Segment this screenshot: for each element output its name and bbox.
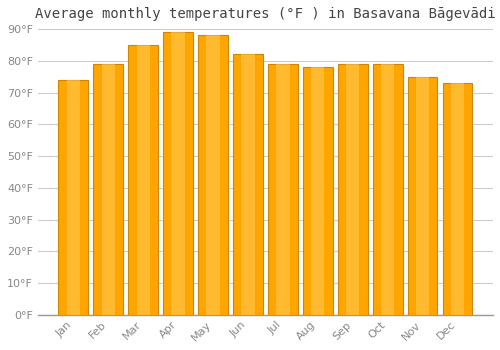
Bar [128,45,158,315]
Bar [416,77,430,315]
Bar [164,32,193,315]
Bar [198,35,228,315]
Title: Average monthly temperatures (°F ) in Basavana Bāgevādi: Average monthly temperatures (°F ) in Ba… [35,7,496,21]
Bar [94,64,123,315]
Bar [172,32,185,315]
Bar [268,64,298,315]
Bar [136,45,150,315]
Bar [58,80,88,315]
Bar [373,64,402,315]
Bar [311,67,324,315]
Bar [408,77,438,315]
Bar [276,64,289,315]
Bar [233,55,263,315]
Bar [66,80,80,315]
Bar [102,64,115,315]
Bar [303,67,332,315]
Bar [338,64,368,315]
Bar [206,35,220,315]
Bar [442,83,472,315]
Bar [242,55,254,315]
Bar [451,83,464,315]
Bar [381,64,394,315]
Bar [346,64,360,315]
